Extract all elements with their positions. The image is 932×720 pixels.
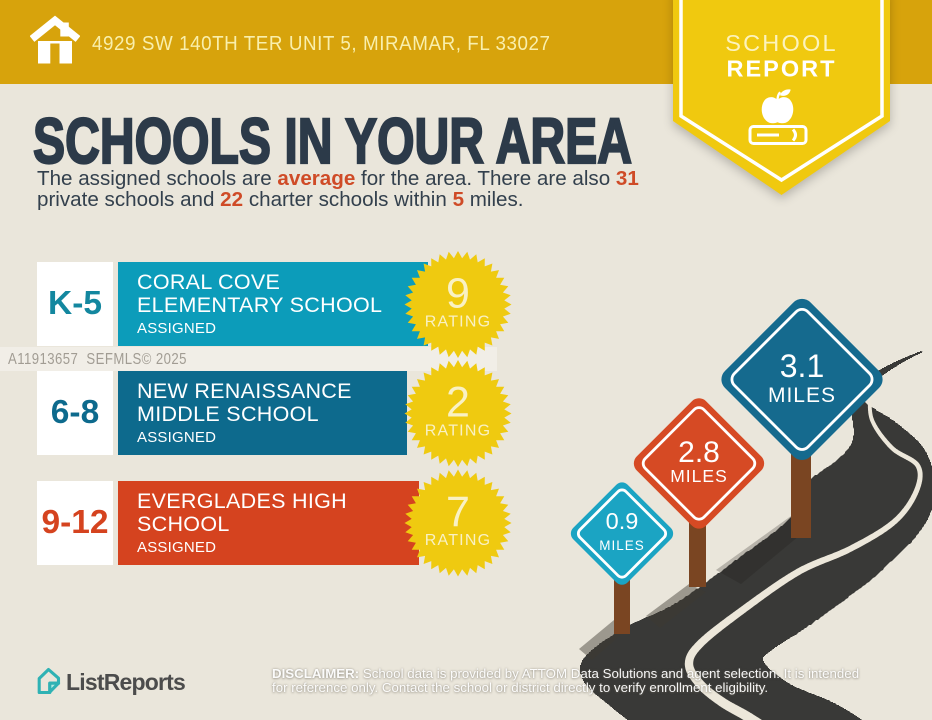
- svg-text:3.1: 3.1: [780, 348, 824, 384]
- svg-text:REPORT: REPORT: [727, 56, 837, 82]
- svg-text:2.8: 2.8: [678, 436, 720, 469]
- svg-text:MILES: MILES: [670, 466, 728, 486]
- svg-text:MILES: MILES: [599, 538, 645, 553]
- svg-text:MILES: MILES: [768, 384, 836, 407]
- svg-text:0.9: 0.9: [606, 508, 639, 534]
- svg-text:SCHOOL: SCHOOL: [725, 30, 837, 56]
